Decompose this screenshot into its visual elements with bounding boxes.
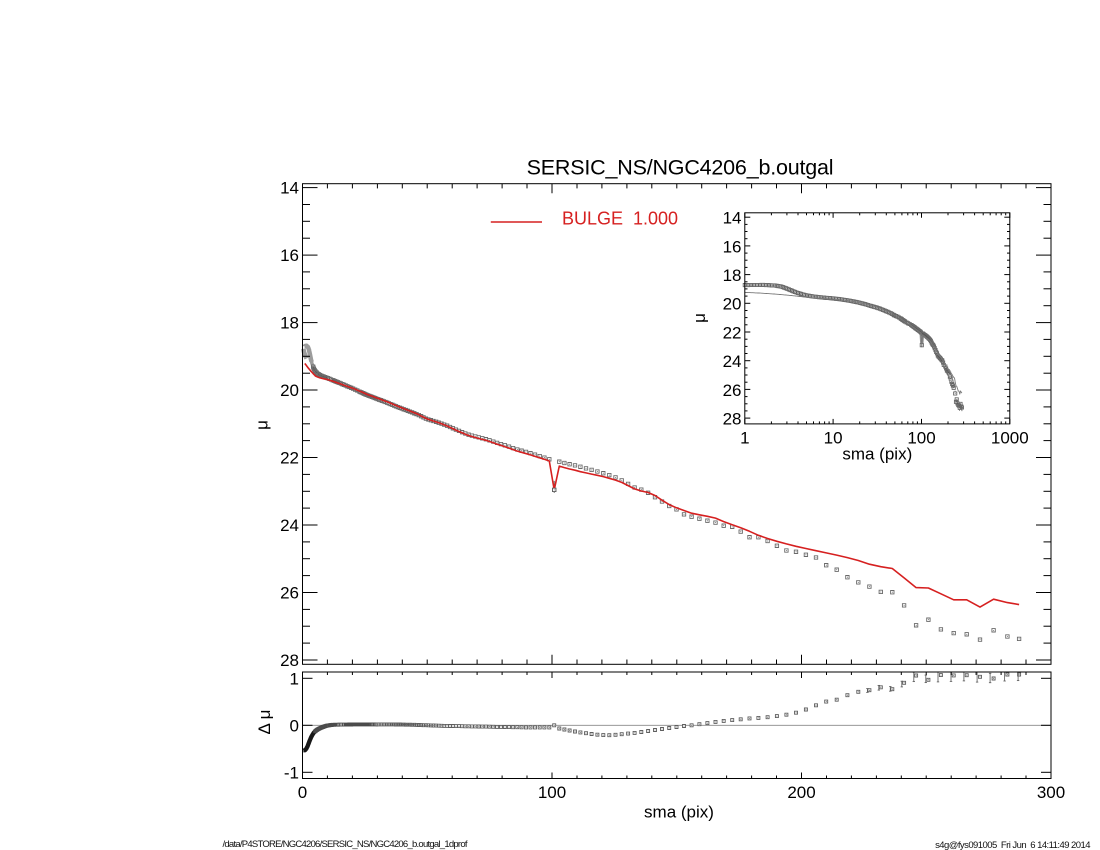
svg-text:20: 20: [280, 381, 299, 400]
svg-text:/data/P4STORE/NGC4206/SERSIC_N: /data/P4STORE/NGC4206/SERSIC_NS/NGC4206_…: [223, 839, 468, 850]
svg-text:100: 100: [907, 429, 935, 448]
svg-text:μ: μ: [253, 420, 272, 430]
svg-text:μ: μ: [690, 313, 709, 323]
svg-text:1: 1: [290, 670, 299, 689]
svg-text:26: 26: [723, 381, 742, 400]
svg-text:28: 28: [723, 410, 742, 429]
svg-text:24: 24: [723, 352, 742, 371]
svg-text:-1: -1: [284, 764, 299, 783]
svg-text:22: 22: [280, 448, 299, 467]
svg-text:s4g@fys091005 Fri Jun 6 14:1: s4g@fys091005 Fri Jun 6 14:11:49 2014: [935, 840, 1090, 850]
svg-text:16: 16: [280, 246, 299, 265]
svg-text:1: 1: [740, 429, 749, 448]
svg-text:sma (pix): sma (pix): [842, 445, 912, 464]
svg-text:100: 100: [538, 783, 566, 802]
svg-text:14: 14: [723, 209, 742, 228]
svg-text:300: 300: [1037, 783, 1065, 802]
svg-text:0: 0: [298, 783, 307, 802]
svg-text:BULGE 1.000: BULGE 1.000: [562, 209, 678, 229]
svg-text:28: 28: [280, 651, 299, 670]
svg-text:22: 22: [723, 323, 742, 342]
svg-text:26: 26: [280, 583, 299, 602]
svg-text:16: 16: [723, 237, 742, 256]
svg-text:SERSIC_NS/NGC4206_b.outgal: SERSIC_NS/NGC4206_b.outgal: [527, 156, 834, 180]
svg-text:24: 24: [280, 516, 299, 535]
svg-text:20: 20: [723, 295, 742, 314]
svg-text:18: 18: [280, 314, 299, 333]
svg-text:Δ μ: Δ μ: [255, 710, 274, 735]
svg-text:200: 200: [787, 783, 815, 802]
svg-text:10: 10: [824, 429, 843, 448]
svg-text:14: 14: [280, 179, 299, 198]
svg-text:1000: 1000: [991, 429, 1029, 448]
svg-text:0: 0: [290, 717, 299, 736]
svg-text:sma (pix): sma (pix): [644, 803, 714, 822]
svg-text:18: 18: [723, 266, 742, 285]
